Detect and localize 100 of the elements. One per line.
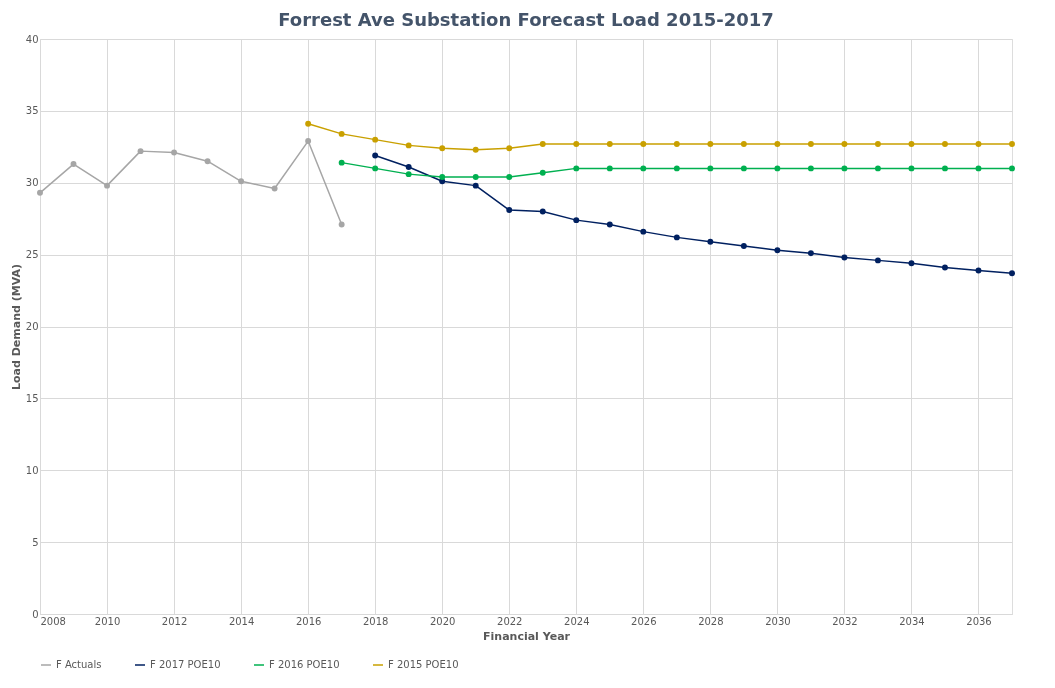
point	[975, 267, 982, 274]
point	[740, 243, 747, 249]
point	[640, 228, 647, 235]
point	[606, 221, 613, 228]
y-tick-label: 35	[25, 105, 39, 117]
x-axis-title: Financial Year	[483, 629, 571, 643]
y-tick-label: 40	[25, 33, 39, 45]
point	[673, 165, 680, 172]
y-tick-label: 0	[32, 608, 39, 620]
point	[841, 165, 848, 172]
point	[707, 165, 714, 172]
point	[372, 152, 379, 159]
point	[606, 140, 613, 147]
x-tick-label: 2014	[228, 615, 255, 627]
x-tick-label: 2018	[362, 615, 389, 627]
point	[472, 182, 479, 189]
point	[405, 163, 412, 170]
legend-label: F Actuals	[56, 659, 102, 670]
point	[338, 130, 345, 137]
point	[506, 174, 513, 180]
point	[908, 140, 915, 147]
point	[807, 250, 814, 257]
point	[774, 165, 781, 172]
point	[472, 174, 479, 180]
y-axis-title: Load Demand (MVA)	[9, 264, 23, 390]
y-tick-label: 30	[25, 177, 39, 189]
x-tick-label: 2032	[832, 615, 858, 627]
point	[942, 165, 948, 172]
point	[271, 185, 278, 192]
x-tick-label: 2036	[966, 615, 992, 627]
point	[606, 165, 613, 172]
legend-label: F 2016 POE10	[269, 659, 340, 670]
x-tick-label: 2016	[295, 615, 322, 627]
point	[1009, 270, 1015, 277]
point	[1009, 165, 1015, 172]
point	[673, 140, 680, 147]
legend-label: F 2017 POE10	[150, 659, 221, 670]
point	[1009, 140, 1015, 147]
point	[238, 178, 245, 185]
point	[573, 140, 580, 147]
x-tick-label: 2026	[631, 615, 657, 627]
point	[305, 138, 312, 145]
point	[305, 120, 312, 127]
point	[104, 182, 110, 189]
point	[874, 165, 881, 172]
point	[539, 208, 546, 215]
x-tick-label: 2030	[765, 615, 791, 627]
y-tick-label: 10	[25, 464, 39, 476]
x-tick-label: 2008	[40, 615, 66, 627]
point	[673, 234, 680, 241]
y-tick-label: 5	[32, 536, 39, 548]
point	[975, 165, 982, 172]
x-tick-label: 2012	[161, 615, 188, 627]
point	[807, 165, 814, 172]
point	[640, 165, 647, 172]
x-tick-label: 2010	[94, 615, 121, 627]
x-tick-label: 2022	[497, 615, 523, 627]
point	[137, 148, 144, 155]
y-tick-label: 15	[25, 392, 39, 404]
point	[942, 264, 948, 271]
y-tick-label: 25	[25, 249, 39, 261]
point	[841, 140, 848, 147]
point	[338, 159, 345, 166]
point	[338, 221, 345, 228]
point	[573, 217, 580, 224]
point	[640, 140, 647, 147]
point	[774, 247, 781, 254]
point	[472, 146, 479, 153]
point	[37, 189, 43, 196]
point	[439, 174, 446, 180]
y-tick-label: 20	[25, 321, 39, 332]
point	[506, 145, 513, 152]
point	[372, 165, 379, 172]
x-tick-label: 2024	[564, 615, 590, 627]
point	[573, 165, 580, 172]
point	[707, 140, 714, 147]
point	[539, 140, 546, 147]
point	[841, 254, 848, 261]
point	[405, 171, 412, 178]
x-tick-label: 2020	[429, 615, 456, 627]
point	[405, 142, 412, 149]
point	[439, 145, 446, 152]
x-tick-label: 2034	[899, 615, 925, 627]
point	[506, 207, 513, 214]
point	[908, 260, 915, 267]
point	[372, 136, 379, 143]
chart-title: Forrest Ave Substation Forecast Load 2015-2017	[278, 9, 774, 30]
point	[740, 140, 747, 147]
point	[942, 140, 948, 147]
point	[908, 165, 915, 172]
point	[539, 169, 546, 176]
point	[807, 140, 814, 147]
point	[975, 140, 982, 147]
x-tick-label: 2028	[698, 615, 724, 627]
point	[707, 238, 714, 245]
point	[70, 161, 77, 168]
point	[874, 140, 881, 147]
point	[740, 165, 747, 172]
point	[874, 257, 881, 264]
point	[171, 149, 178, 156]
